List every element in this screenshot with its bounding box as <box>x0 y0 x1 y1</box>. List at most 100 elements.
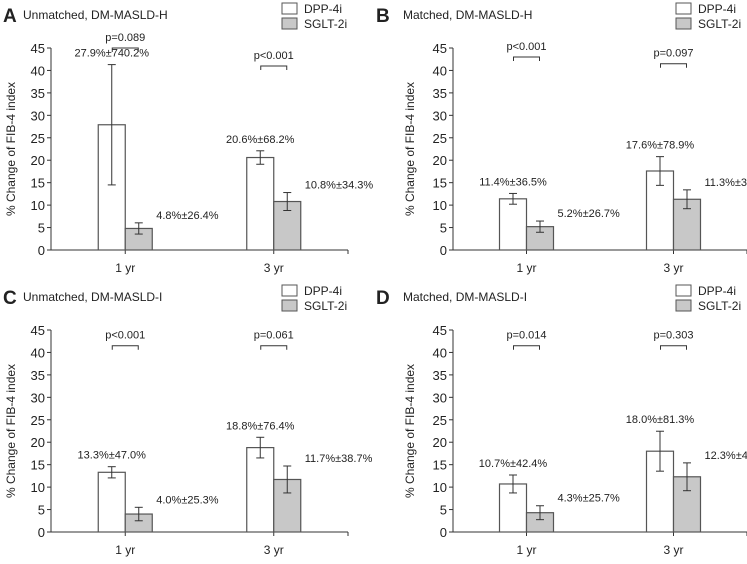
y-tick-label: 45 <box>433 323 447 338</box>
legend-swatch-sglt <box>281 17 298 30</box>
p-value-bracket <box>260 345 288 350</box>
data-label-sglt: 4.8%±26.4% <box>156 210 219 222</box>
y-tick-label: 25 <box>31 413 45 428</box>
y-tick-label: 40 <box>31 345 45 360</box>
data-label-sglt: 12.3%±40.0% <box>705 450 747 462</box>
y-tick-label: 30 <box>31 390 45 405</box>
y-tick-label: 40 <box>433 345 447 360</box>
data-label-dpp: 13.3%±47.0% <box>78 450 147 462</box>
legend-label: DPP-4i <box>698 2 736 16</box>
panel-letter: A <box>3 6 17 27</box>
panel-letter: C <box>3 288 17 309</box>
y-axis-label: % Change of FIB-4 index <box>403 364 417 498</box>
y-tick-label: 0 <box>38 243 45 258</box>
data-label-sglt: 4.0%±25.3% <box>156 494 219 506</box>
y-tick-label: 15 <box>31 458 45 473</box>
y-tick-label: 0 <box>440 243 447 258</box>
p-value-bracket <box>513 345 540 350</box>
y-tick-label: 30 <box>433 390 447 405</box>
p-value-bracket <box>660 345 687 350</box>
y-tick-label: 0 <box>38 525 45 540</box>
data-label-dpp: 17.6%±78.9% <box>626 140 695 152</box>
y-tick-label: 30 <box>433 108 447 123</box>
legend-label: DPP-4i <box>698 284 736 298</box>
y-tick-label: 15 <box>433 458 447 473</box>
y-tick-label: 25 <box>433 131 447 146</box>
data-label-dpp: 18.8%±76.4% <box>226 420 295 432</box>
y-tick-label: 20 <box>433 153 447 168</box>
y-axis-label: % Change of FIB-4 index <box>4 82 18 216</box>
legend-swatch-dpp <box>675 284 692 297</box>
panel-letter: D <box>376 288 390 309</box>
data-label-sglt: 10.8%±34.3% <box>305 180 374 192</box>
x-tick-label: 1 yr <box>115 543 135 557</box>
p-value-bracket <box>513 56 540 61</box>
y-tick-label: 40 <box>433 63 447 78</box>
y-tick-label: 5 <box>440 221 447 236</box>
p-value-bracket <box>111 47 139 52</box>
y-tick-label: 20 <box>433 435 447 450</box>
x-tick-label: 3 yr <box>264 261 284 275</box>
y-tick-label: 15 <box>31 176 45 191</box>
y-axis-label: % Change of FIB-4 index <box>4 364 18 498</box>
y-tick-label: 10 <box>31 198 45 213</box>
p-value-label: p=0.097 <box>653 48 693 60</box>
legend-label: DPP-4i <box>304 284 342 298</box>
legend-swatch-sglt <box>281 299 298 312</box>
x-tick-label: 3 yr <box>663 543 683 557</box>
p-value-label: p<0.001 <box>254 50 294 62</box>
data-label-dpp: 11.4%±36.5% <box>479 176 547 188</box>
p-value-label: p=0.089 <box>105 32 145 44</box>
y-tick-label: 35 <box>433 368 447 383</box>
p-value-label: p=0.014 <box>506 330 546 342</box>
x-tick-label: 1 yr <box>516 261 536 275</box>
legend-swatch-sglt <box>675 17 692 30</box>
legend-swatch-sglt <box>675 299 692 312</box>
y-tick-label: 35 <box>31 86 45 101</box>
x-tick-label: 3 yr <box>663 261 683 275</box>
data-label-dpp: 27.9%±740.2% <box>74 48 149 60</box>
y-tick-label: 10 <box>433 480 447 495</box>
legend-swatch-dpp <box>281 284 298 297</box>
legend-label: SGLT-2i <box>698 17 741 31</box>
y-tick-label: 10 <box>433 198 447 213</box>
panel-title: Unmatched, DM-MASLD-I <box>23 290 162 304</box>
bar-dpp <box>97 124 126 251</box>
legend-swatch-dpp <box>281 2 298 15</box>
bar-dpp <box>246 156 275 251</box>
panel-title: Matched, DM-MASLD-H <box>403 8 532 22</box>
panel-c: C Unmatched, DM-MASLD-I DPP-4i SGLT-2i % Cha… <box>0 282 374 564</box>
x-tick-label: 3 yr <box>264 543 284 557</box>
data-label-sglt: 11.7%±38.7% <box>305 453 373 465</box>
y-tick-label: 20 <box>31 153 45 168</box>
data-label-dpp: 20.6%±68.2% <box>226 134 295 146</box>
panel-letter: B <box>376 6 390 27</box>
bar-dpp <box>246 447 275 533</box>
data-label-dpp: 10.7%±42.4% <box>479 458 548 470</box>
bar-dpp <box>97 471 126 533</box>
y-tick-label: 25 <box>433 413 447 428</box>
y-tick-label: 40 <box>31 63 45 78</box>
legend-label: SGLT-2i <box>304 17 347 31</box>
y-tick-label: 10 <box>31 480 45 495</box>
p-value-label: p=0.061 <box>254 330 294 342</box>
legend-label: DPP-4i <box>304 2 342 16</box>
data-label-dpp: 18.0%±81.3% <box>626 414 695 426</box>
data-label-sglt: 5.2%±26.7% <box>558 208 621 220</box>
y-tick-label: 0 <box>440 525 447 540</box>
panel-a: A Unmatched, DM-MASLD-H DPP-4i SGLT-2i % Cha… <box>0 0 374 282</box>
y-tick-label: 5 <box>38 221 45 236</box>
y-tick-label: 25 <box>31 131 45 146</box>
y-tick-label: 45 <box>31 41 45 56</box>
panel-title: Unmatched, DM-MASLD-H <box>23 8 168 22</box>
p-value-bracket <box>111 345 139 350</box>
p-value-label: p=0.303 <box>653 330 693 342</box>
x-tick-label: 1 yr <box>115 261 135 275</box>
data-label-sglt: 11.3%±35.0% <box>705 177 747 189</box>
y-tick-label: 45 <box>433 41 447 56</box>
legend-swatch-dpp <box>675 2 692 15</box>
